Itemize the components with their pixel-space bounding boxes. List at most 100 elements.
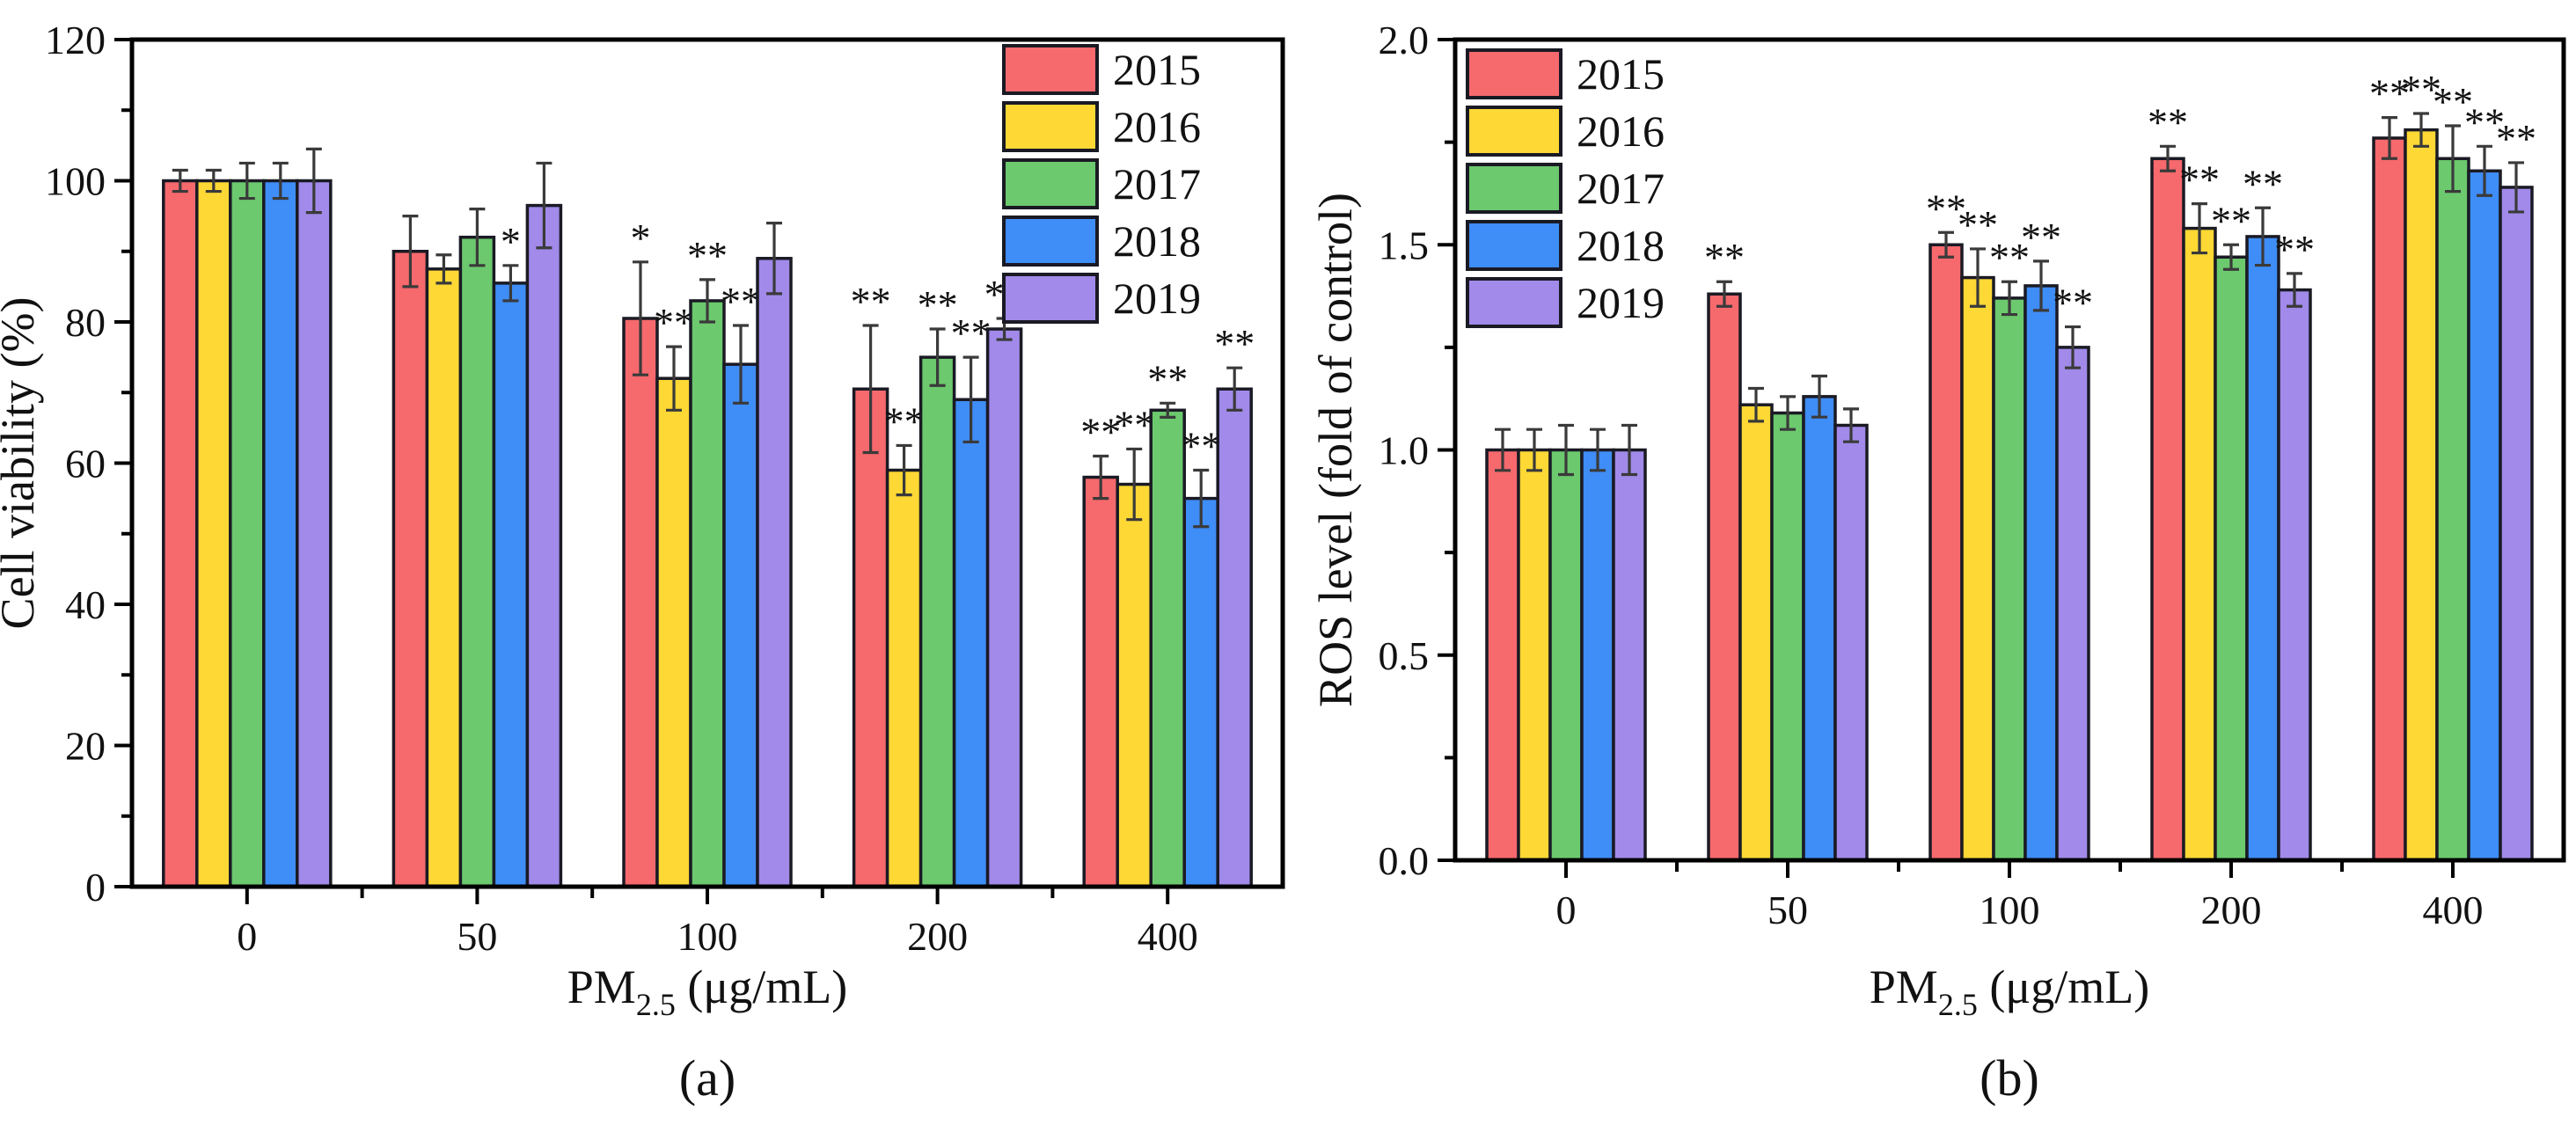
bar-2018-x50	[492, 281, 530, 888]
legend-label-2017: 2017	[1577, 164, 1665, 213]
error-bar-2019-x50	[1843, 407, 1859, 443]
significance-2016-x400: **	[2401, 67, 2441, 112]
x-tick-label: 200	[2201, 888, 2262, 932]
bar-2015-x100	[622, 317, 659, 888]
error-bar-2017-x100	[699, 278, 715, 324]
error-bar-2015-x200	[2160, 144, 2176, 172]
significance-2016-x400: **	[1114, 402, 1154, 447]
bar-2018-x200	[952, 398, 990, 888]
bar-2015-x100	[1928, 243, 1964, 862]
bar-2018-x400	[1182, 496, 1219, 888]
bar-2016-x200	[885, 468, 923, 888]
legend-swatch-2015	[1002, 44, 1099, 95]
error-bar-2018-x200	[2255, 206, 2271, 267]
y-tick-label: 0	[85, 865, 106, 910]
bar-2018-x0	[262, 179, 299, 888]
y-axis-title: Cell viability (%)	[0, 297, 44, 630]
bar-2016-x50	[1738, 403, 1774, 862]
y-tick-label: 2.0	[1379, 18, 1430, 62]
significance-2017-x100: **	[1989, 235, 2030, 280]
bar-2018-x0	[1580, 448, 1615, 862]
bar-2017-x0	[229, 179, 266, 888]
panel-a-cell-viability: ****************************020406080100…	[0, 18, 1285, 1022]
significance-2018-x400: **	[1181, 424, 1221, 469]
y-axis-title: ROS level (fold of control)	[1309, 193, 1362, 707]
bar-2015-x50	[392, 250, 429, 888]
error-bar-2019-x0	[1621, 423, 1637, 477]
significance-2017-x100: **	[687, 233, 728, 278]
error-bar-2017-x50	[469, 208, 486, 267]
significance-2015-x200: **	[851, 279, 891, 324]
significance-2015-x100: **	[1926, 186, 1966, 230]
error-bar-2016-x400	[2413, 112, 2429, 148]
bar-2019-x400	[1216, 387, 1253, 888]
bar-2015-x400	[1082, 475, 1119, 888]
legend-label-2019: 2019	[1577, 278, 1665, 327]
significance-2018-x400: **	[2464, 99, 2505, 144]
error-bar-2019-x400	[2508, 161, 2524, 214]
bar-2016-x100	[655, 376, 692, 888]
x-tick-label: 100	[1980, 888, 2040, 932]
legend-swatch-2016	[1466, 106, 1562, 157]
bar-2017-x50	[1770, 411, 1805, 862]
y-tick-label: 100	[45, 159, 106, 204]
bar-2019-x50	[1833, 423, 1869, 862]
bar-2016-x50	[425, 267, 463, 888]
error-bar-2018-x50	[502, 264, 519, 303]
bar-2019-x200	[985, 327, 1023, 888]
significance-2016-x200: **	[2179, 157, 2220, 202]
significance-2018-x200: **	[951, 311, 992, 355]
bar-2015-x200	[2150, 157, 2185, 862]
significance-2019-x100: **	[2053, 281, 2093, 325]
significance-2018-x100: **	[2021, 215, 2061, 259]
bar-2019-x400	[2499, 186, 2534, 862]
ros-level-bar-chart: ********************************0.00.51.…	[1309, 18, 2566, 1022]
error-bar-2019-x50	[536, 161, 553, 250]
legend-label-2016: 2016	[1577, 106, 1665, 156]
y-tick-label: 1.0	[1379, 428, 1430, 473]
error-bar-2019-x0	[305, 147, 322, 215]
bar-2018-x100	[2023, 284, 2059, 862]
bar-2017-x200	[918, 355, 956, 888]
y-tick-label: 20	[65, 724, 106, 769]
legend-label-2015: 2015	[1113, 45, 1201, 94]
legend-swatch-2019	[1002, 273, 1099, 324]
significance-2019-x200: **	[2274, 227, 2315, 272]
x-tick-label: 50	[1767, 888, 1808, 932]
bar-2018-x400	[2467, 169, 2502, 862]
bar-2017-x200	[2214, 255, 2249, 862]
legend-label-2018: 2018	[1113, 216, 1201, 266]
y-tick-label: 0.5	[1379, 633, 1430, 678]
error-bar-2016-x50	[435, 253, 452, 285]
y-tick-label: 60	[65, 442, 106, 486]
significance-2017-x200: **	[2211, 198, 2251, 243]
significance-2017-x400: **	[2433, 79, 2473, 124]
y-tick-label: 40	[65, 582, 106, 627]
significance-2018-x50: *	[501, 219, 521, 264]
error-bar-2015-x200	[862, 324, 879, 455]
bar-2019-x200	[2277, 288, 2312, 862]
bar-2016-x100	[1960, 275, 1995, 862]
bar-2015-x0	[162, 179, 199, 888]
error-bar-2016-x400	[1126, 447, 1143, 522]
legend-label-2016: 2016	[1113, 102, 1201, 151]
error-bar-2016-x0	[1526, 428, 1542, 472]
legend: 2015 2016 2017 2018 2019	[1466, 48, 1665, 328]
bar-2017-x400	[1149, 408, 1186, 888]
error-bar-2017-x50	[1780, 395, 1796, 431]
bar-2016-x400	[2404, 128, 2439, 862]
significance-2015-x400: **	[2369, 71, 2410, 116]
bar-2018-x100	[722, 362, 759, 888]
error-bar-2019-x100	[2065, 325, 2081, 369]
error-bar-2019-x400	[1226, 366, 1243, 412]
bar-2019-x100	[756, 257, 793, 888]
bar-2016-x400	[1116, 482, 1153, 888]
error-bar-2018-x400	[2477, 144, 2492, 197]
bar-2016-x200	[2182, 226, 2217, 862]
significance-2018-x100: **	[721, 279, 761, 324]
bar-2015-x400	[2372, 136, 2407, 862]
legend-swatch-2019	[1466, 277, 1562, 328]
significance-2016-x100: **	[1958, 202, 1998, 247]
significance-2019-x400: **	[1214, 321, 1255, 366]
legend: 2015 2016 2017 2018 2019	[1002, 44, 1201, 324]
